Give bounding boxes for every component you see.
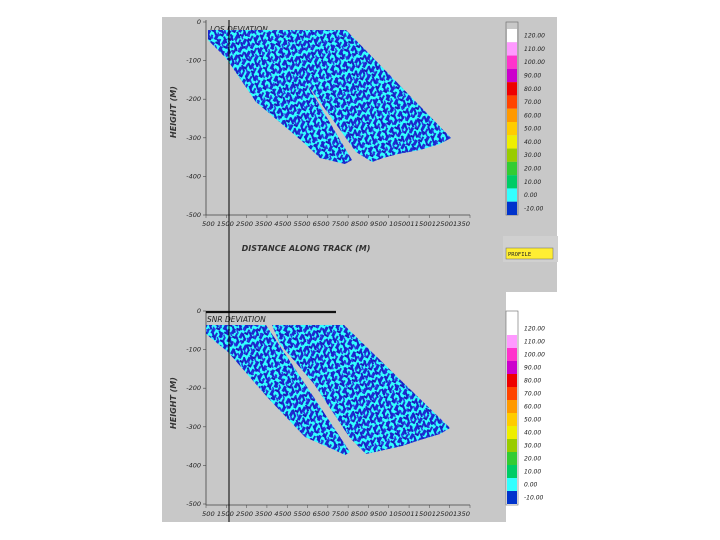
colorbar-swatch [507,374,517,387]
colorbar-label: 80.00 [524,378,541,385]
colorbar-swatch [507,135,517,149]
colorbar-swatch [507,465,517,478]
colorbar-label: 100.00 [524,352,545,359]
y-tick-label: 0 [197,18,201,26]
data-band-left-overlay [208,30,352,164]
y-tick-label: -100 [186,346,201,354]
y-tick-label: 0 [197,307,201,315]
y-tick-label: -500 [186,500,201,508]
y-axis-label: HEIGHT (M) [169,86,178,138]
colorbar-swatch [507,452,517,465]
y-tick-label: -500 [186,211,201,219]
colorbar: 120.00 110.00 100.00 90.00 80.00 70.00 60.00 50… [505,310,545,506]
y-tick-label: -300 [186,134,201,142]
colorbar-swatch [507,335,517,348]
colorbar-label: 120.00 [524,33,545,40]
colorbar-label: -10.00 [524,495,544,502]
x-tick-label-row: 500 1500 2500 3500 4500 5500 6500 7500 8… [202,510,470,518]
chart-title: SNR DEVIATION [207,315,266,324]
colorbar-swatch [507,55,517,69]
colorbar-label: 20.00 [524,166,541,173]
colorbar-label: 60.00 [524,404,541,411]
x-tick-labels: 500 1500 2500 3500 4500 5500 6500 7500 8… [202,505,471,518]
chart-title: LOS DEVIATION [210,25,268,34]
colorbar-label: 70.00 [524,391,541,398]
colorbar-swatch [507,95,517,109]
colorbar-label: 60.00 [524,112,541,119]
colorbar-swatch [507,348,517,361]
colorbar-swatch [507,42,517,56]
y-tick-labels: 0 -100 -200 -300 -400 -500 [186,18,206,219]
colorbar-swatch [507,387,517,400]
colorbar-swatch [507,491,517,504]
colorbar-swatch [507,361,517,374]
colorbar-label: 0.00 [524,482,538,489]
colorbar-swatch [507,161,517,176]
colorbar-label: 120.00 [524,326,545,333]
colorbar-swatch [507,68,517,83]
y-tick-labels: 0 -100 -200 -300 -400 -500 [186,307,206,508]
colorbar-label: 100.00 [524,59,545,66]
y-tick-label: -400 [186,172,201,180]
colorbar-swatch [507,122,517,136]
colorbar-swatch [507,322,517,335]
colorbar-label: 40.00 [524,430,541,437]
colorbar: 120.00 110.00 100.00 90.00 80.00 70.00 60.00 50… [505,21,545,216]
colorbar-swatch [507,426,517,439]
colorbar-swatch [507,201,517,215]
y-axis-label: HEIGHT (M) [169,377,178,429]
colorbar-label: 110.00 [524,46,545,53]
colorbar-labels: 120.00 110.00 100.00 90.00 80.00 70.00 60.00 50… [524,33,545,213]
y-tick-label: -400 [186,461,201,469]
colorbar-swatch [507,82,517,96]
colorbar-label: 10.00 [524,469,541,476]
bottom-chart-panel: 0 -100 -200 -300 -400 -500 500 1500 2500 3500… [169,307,545,518]
colorbar-label: 0.00 [524,192,538,199]
colorbar-labels: 120.00 110.00 100.00 90.00 80.00 70.00 60.00 50… [524,326,545,502]
colorbar-swatch [507,188,517,202]
colorbar-label: 40.00 [524,139,541,146]
colorbar-swatches [507,322,517,504]
legend-box [505,247,554,260]
colorbar-swatch [507,175,517,189]
colorbar-label: 80.00 [524,86,541,93]
colorbar-swatch [507,439,517,452]
colorbar-swatch [507,400,517,413]
colorbar-swatch [507,413,517,426]
x-tick-labels: 500 1500 2500 3500 4500 5500 6500 7500 8… [202,215,471,228]
colorbar-label: 10.00 [524,179,541,186]
colorbar-label: 20.00 [524,456,541,463]
x-tick-label-row: 500 1500 2500 3500 4500 5500 6500 7500 8… [202,220,470,228]
colorbar-frame [505,310,519,506]
y-tick-label: -200 [186,95,201,103]
data-band-right-overlay [272,325,450,454]
data-band-right-overlay [275,30,451,162]
colorbar-swatch [507,148,517,162]
y-tick-label: -200 [186,384,201,392]
colorbar-swatch [507,29,517,43]
y-tick-label: -300 [186,423,201,431]
legend-box-text: PROFILE [508,252,531,258]
colorbar-label: 90.00 [524,73,541,80]
colorbar-swatch [507,108,517,122]
colorbar-label: 30.00 [524,152,541,159]
colorbar-label: 50.00 [524,417,541,424]
colorbar-swatches [507,29,517,215]
data-band-left-overlay [206,325,350,455]
x-axis-label: DISTANCE ALONG TRACK (M) [242,244,371,253]
colorbar-label: 70.00 [524,99,541,106]
colorbar-label: 30.00 [524,443,541,450]
colorbar-label: -10.00 [524,205,544,212]
colorbar-label: 90.00 [524,365,541,372]
top-chart-panel: 0 -100 -200 -300 -400 -500 500 1500 2500 3500… [169,18,545,253]
colorbar-label: 50.00 [524,126,541,133]
y-tick-label: -100 [186,57,201,65]
colorbar-label: 110.00 [524,339,545,346]
colorbar-swatch [507,478,517,491]
